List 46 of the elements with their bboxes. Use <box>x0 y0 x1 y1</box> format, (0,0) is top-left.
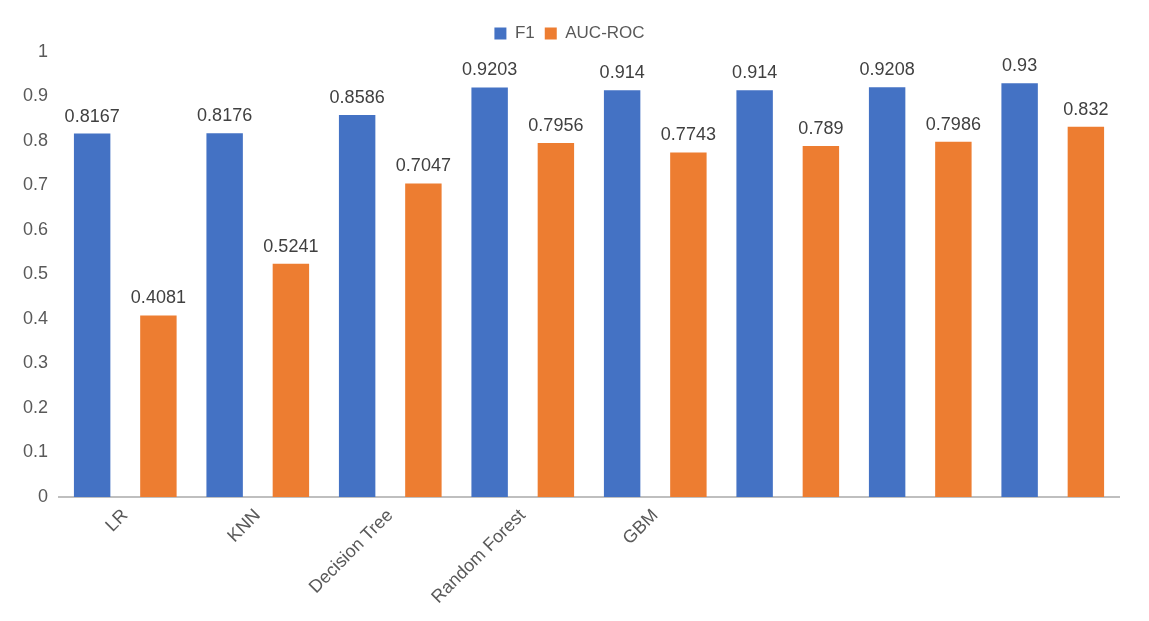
bar <box>935 141 972 498</box>
data-label: 0.914 <box>599 62 645 83</box>
data-label: 0.8167 <box>64 105 120 126</box>
legend-label: AUC-ROC <box>565 23 645 43</box>
y-tick-label: 0.7 <box>22 174 49 195</box>
legend-label: F1 <box>514 23 535 43</box>
y-tick-label: 0.6 <box>22 218 49 239</box>
data-label: 0.9208 <box>859 59 915 80</box>
bar <box>1067 126 1105 498</box>
y-tick-label: 0.9 <box>22 85 49 106</box>
bar <box>140 315 177 498</box>
bar <box>670 152 707 498</box>
bar <box>272 263 310 498</box>
data-label: 0.9203 <box>462 59 518 80</box>
y-tick-label: 0.1 <box>22 441 49 462</box>
bar <box>405 183 442 498</box>
y-tick-label: 0 <box>38 485 49 506</box>
data-label: 0.4081 <box>130 287 186 308</box>
y-tick-label: 0.8 <box>22 129 49 150</box>
data-label: 0.832 <box>1063 98 1109 119</box>
data-label: 0.8586 <box>329 86 385 107</box>
data-label: 0.93 <box>1002 55 1038 76</box>
bar <box>537 142 575 498</box>
bar <box>471 87 508 498</box>
y-tick-label: 1 <box>38 40 49 61</box>
data-label: 0.789 <box>798 117 844 138</box>
bar <box>73 133 111 498</box>
data-label: 0.5241 <box>263 235 319 256</box>
y-tick-label: 0.3 <box>22 352 49 373</box>
data-label: 0.7047 <box>395 155 451 176</box>
bar <box>868 87 906 498</box>
y-tick-label: 0.5 <box>22 263 49 284</box>
y-tick-label: 0.4 <box>22 307 49 328</box>
bar <box>1001 83 1038 498</box>
data-label: 0.7743 <box>660 124 716 145</box>
data-label: 0.8176 <box>197 105 253 126</box>
bar <box>603 90 641 498</box>
data-label: 0.914 <box>732 62 778 83</box>
y-tick-label: 0.2 <box>22 396 49 417</box>
x-tick-label: LR <box>101 504 132 536</box>
bar <box>802 145 840 498</box>
data-label: 0.7956 <box>528 114 584 135</box>
bar <box>736 90 773 498</box>
data-label: 0.7986 <box>925 113 981 134</box>
bar <box>206 133 243 498</box>
bar <box>338 114 376 498</box>
